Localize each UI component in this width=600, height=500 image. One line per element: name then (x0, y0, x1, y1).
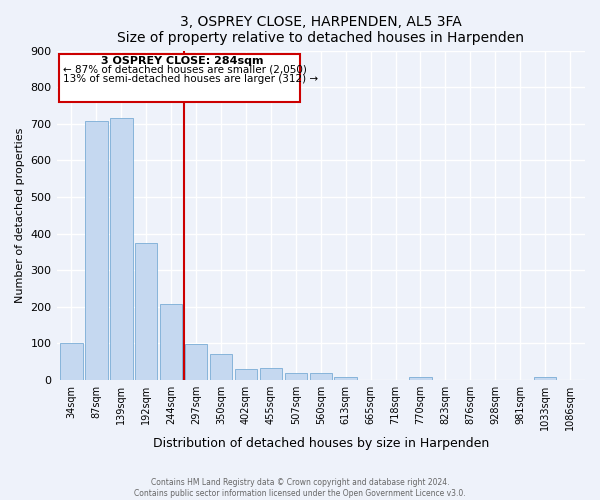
Text: Contains HM Land Registry data © Crown copyright and database right 2024.
Contai: Contains HM Land Registry data © Crown c… (134, 478, 466, 498)
Bar (110, 118, 133, 380)
Bar (235, 369, 257, 380)
FancyBboxPatch shape (59, 54, 299, 102)
Bar (185, 344, 208, 380)
Text: 13% of semi-detached houses are larger (312) →: 13% of semi-detached houses are larger (… (63, 74, 318, 84)
Bar (60, 344, 83, 380)
X-axis label: Distribution of detached houses by size in Harpenden: Distribution of detached houses by size … (152, 437, 489, 450)
Text: ← 87% of detached houses are smaller (2,050): ← 87% of detached houses are smaller (2,… (63, 64, 307, 74)
Title: 3, OSPREY CLOSE, HARPENDEN, AL5 3FA
Size of property relative to detached houses: 3, OSPREY CLOSE, HARPENDEN, AL5 3FA Size… (117, 15, 524, 45)
Bar (135, 242, 157, 380)
Bar (534, 377, 556, 380)
Bar (160, 304, 182, 380)
Bar (310, 374, 332, 380)
Bar (85, 121, 107, 380)
Bar (284, 374, 307, 380)
Text: 3 OSPREY CLOSE: 284sqm: 3 OSPREY CLOSE: 284sqm (101, 56, 263, 66)
Bar (409, 377, 431, 380)
Bar (334, 377, 357, 380)
Bar (260, 368, 282, 380)
Bar (210, 354, 232, 380)
Y-axis label: Number of detached properties: Number of detached properties (15, 128, 25, 303)
